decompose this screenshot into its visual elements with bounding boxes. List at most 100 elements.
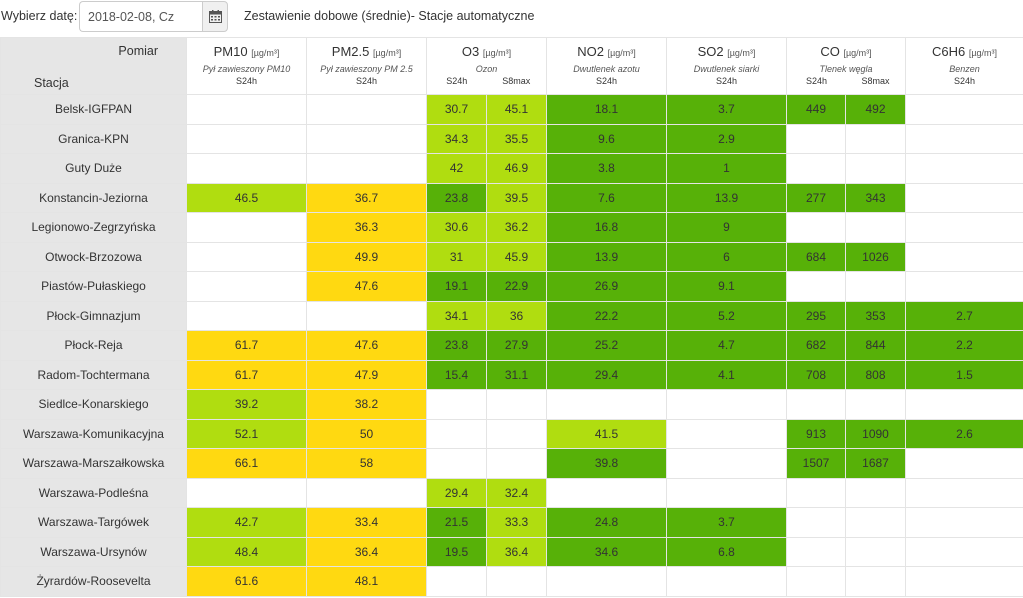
value-cell-co-24 [786, 271, 846, 302]
value-cell-o3-24: 30.6 [426, 212, 487, 243]
value-cell-pm25: 47.9 [306, 359, 427, 390]
station-header-label: Stacja [34, 76, 69, 90]
value-cell-c6h6 [905, 212, 1023, 243]
value-cell-co-24 [786, 153, 846, 184]
value-cell-so2 [666, 477, 787, 508]
header-o3[interactable]: O3 [µg/m³] Ozon S24h S8max [426, 37, 547, 95]
averaging-label: S8max [861, 76, 890, 86]
value-cell-o3-8: 36.2 [486, 212, 547, 243]
value-cell-o3-8: 33.3 [486, 507, 547, 538]
station-name[interactable]: Płock-Gimnazjum [0, 300, 187, 331]
value-cell-no2: 41.5 [546, 418, 667, 449]
table-row: Warszawa-Komunikacyjna 52.1 50 41.5 913 1090 2… [0, 418, 1023, 449]
station-name[interactable]: Płock-Reja [0, 330, 187, 361]
value-cell-pm25 [306, 94, 427, 125]
value-cell-c6h6: 2.2 [905, 330, 1023, 361]
value-cell-co-8 [845, 123, 906, 154]
pollutant-unit: µg/m³ [845, 48, 870, 58]
value-cell-so2 [666, 448, 787, 479]
value-cell-no2 [546, 389, 667, 420]
value-cell-o3-24: 29.4 [426, 477, 487, 508]
header-c6h6[interactable]: C6H6 [µg/m³] Benzen S24h [905, 37, 1023, 95]
value-cell-pm10: 61.7 [186, 330, 307, 361]
value-cell-co-8: 343 [845, 182, 906, 213]
value-cell-c6h6 [905, 566, 1023, 597]
station-name[interactable]: Warszawa-Podleśna [0, 477, 187, 508]
value-cell-no2 [546, 566, 667, 597]
date-input[interactable] [79, 1, 203, 32]
header-pm10[interactable]: PM10 [µg/m³] Pył zawieszony PM10 S24h [186, 37, 307, 95]
value-cell-c6h6: 2.6 [905, 418, 1023, 449]
value-cell-c6h6 [905, 448, 1023, 479]
station-name[interactable]: Otwock-Brzozowa [0, 241, 187, 272]
measurements-table: Pomiar Stacja PM10 [µg/m³] Pył zawieszon… [0, 37, 1023, 597]
value-cell-o3-8: 46.9 [486, 153, 547, 184]
station-name[interactable]: Legionowo-Zegrzyńska [0, 212, 187, 243]
value-cell-o3-24: 23.8 [426, 182, 487, 213]
value-cell-o3-24: 31 [426, 241, 487, 272]
value-cell-pm25: 58 [306, 448, 427, 479]
pollutant-name: PM10 [213, 44, 248, 59]
calendar-button[interactable] [202, 1, 228, 32]
pollutant-description: Dwutlenek siarki [693, 64, 760, 74]
value-cell-co-8: 1090 [845, 418, 906, 449]
value-cell-c6h6 [905, 507, 1023, 538]
station-name[interactable]: Warszawa-Komunikacyjna [0, 418, 187, 449]
table-row: Radom-Tochtermana 61.7 47.9 15.4 31.1 29.4 4.1… [0, 359, 1023, 390]
value-cell-o3-8 [486, 418, 547, 449]
pollutant-name: SO2 [697, 44, 724, 59]
value-cell-pm25 [306, 300, 427, 331]
value-cell-c6h6 [905, 153, 1023, 184]
station-name[interactable]: Piastów-Pułaskiego [0, 271, 187, 302]
table-row: Guty Duże 42 46.9 3.8 1 [0, 153, 1023, 184]
value-cell-o3-8: 45.9 [486, 241, 547, 272]
value-cell-c6h6 [905, 123, 1023, 154]
value-cell-co-24: 682 [786, 330, 846, 361]
station-name[interactable]: Siedlce-Konarskiego [0, 389, 187, 420]
value-cell-pm10: 66.1 [186, 448, 307, 479]
station-name[interactable]: Guty Duże [0, 153, 187, 184]
value-cell-pm10: 52.1 [186, 418, 307, 449]
value-cell-no2: 26.9 [546, 271, 667, 302]
header-so2[interactable]: SO2 [µg/m³] Dwutlenek siarki S24h [666, 37, 787, 95]
value-cell-c6h6 [905, 182, 1023, 213]
value-cell-pm25: 48.1 [306, 566, 427, 597]
value-cell-pm10: 39.2 [186, 389, 307, 420]
value-cell-co-8 [845, 212, 906, 243]
value-cell-pm25 [306, 153, 427, 184]
value-cell-so2: 6.8 [666, 536, 787, 567]
station-name[interactable]: Konstancin-Jeziorna [0, 182, 187, 213]
value-cell-so2: 5.2 [666, 300, 787, 331]
value-cell-pm10 [186, 212, 307, 243]
station-name[interactable]: Żyrardów-Roosevelta [0, 566, 187, 597]
value-cell-co-8 [845, 507, 906, 538]
value-cell-so2: 3.7 [666, 507, 787, 538]
station-name[interactable]: Warszawa-Marszałkowska [0, 448, 187, 479]
value-cell-co-8 [845, 389, 906, 420]
value-cell-no2: 39.8 [546, 448, 667, 479]
station-name[interactable]: Radom-Tochtermana [0, 359, 187, 390]
table-row: Granica-KPN 34.3 35.5 9.6 2.9 [0, 123, 1023, 154]
value-cell-c6h6 [905, 94, 1023, 125]
value-cell-co-8: 492 [845, 94, 906, 125]
table-row: Piastów-Pułaskiego 47.6 19.1 22.9 26.9 9.1 [0, 271, 1023, 302]
pollutant-description: Dwutlenek azotu [573, 64, 640, 74]
averaging-label: S24h [953, 76, 976, 86]
averaging-label: S24h [355, 76, 378, 86]
averaging-label: S24h [235, 76, 258, 86]
station-name[interactable]: Belsk-IGFPAN [0, 94, 187, 125]
header-pm25[interactable]: PM2.5 [µg/m³] Pył zawieszony PM 2.5 S24h [306, 37, 427, 95]
table-row: Płock-Reja 61.7 47.6 23.8 27.9 25.2 4.7 682 844 2… [0, 330, 1023, 361]
value-cell-c6h6: 2.7 [905, 300, 1023, 331]
pollutant-unit: µg/m³ [253, 48, 277, 58]
station-name[interactable]: Granica-KPN [0, 123, 187, 154]
value-cell-pm10 [186, 477, 307, 508]
station-name[interactable]: Warszawa-Targówek [0, 507, 187, 538]
header-co[interactable]: CO [µg/m³] Tlenek węgla S24h S8max [786, 37, 906, 95]
value-cell-pm10 [186, 94, 307, 125]
header-no2[interactable]: NO2 [µg/m³] Dwutlenek azotu S24h [546, 37, 667, 95]
station-name[interactable]: Warszawa-Ursynów [0, 536, 187, 567]
value-cell-no2 [546, 477, 667, 508]
value-cell-o3-8 [486, 389, 547, 420]
table-row: Warszawa-Marszałkowska 66.1 58 39.8 1507 1687 [0, 448, 1023, 479]
